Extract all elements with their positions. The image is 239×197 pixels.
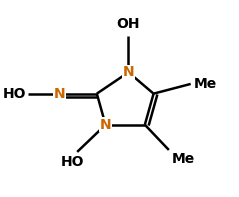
Text: N: N bbox=[54, 87, 65, 101]
Text: Me: Me bbox=[172, 152, 195, 166]
Text: N: N bbox=[123, 65, 134, 79]
Text: Me: Me bbox=[194, 77, 217, 91]
Text: OH: OH bbox=[117, 18, 140, 32]
Text: HO: HO bbox=[2, 87, 26, 101]
Text: HO: HO bbox=[61, 155, 85, 169]
Text: N: N bbox=[100, 118, 111, 132]
